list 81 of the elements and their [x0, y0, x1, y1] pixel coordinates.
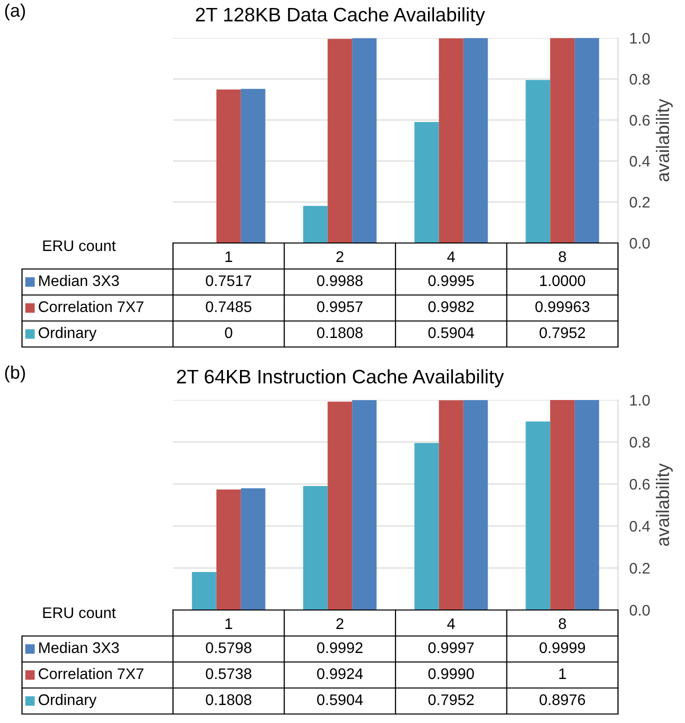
bar [526, 80, 550, 243]
y-tick-label: 0.0 [630, 238, 650, 249]
data-label: 1 [559, 668, 566, 679]
legend-label: Correlation 7X7 [38, 668, 144, 680]
legend-label: Ordinary [38, 326, 97, 342]
bar [328, 402, 352, 610]
bar [216, 490, 241, 610]
bar [438, 38, 464, 243]
data-label: 0.9990 [428, 668, 474, 680]
data-label: 0.5904 [317, 694, 363, 706]
data-label: 0.1808 [206, 694, 252, 706]
chart-title: 2T 64KB Instruction Cache Availability [177, 369, 504, 388]
data-label: 0.7952 [540, 327, 585, 338]
legend-label: Median 3X3 [39, 642, 119, 654]
bar [303, 486, 328, 610]
y-tick-label: 0.4 [630, 156, 650, 167]
data-label: 0.7517 [206, 275, 252, 286]
data-label: 0.1808 [317, 327, 363, 338]
x-axis-title: ERU count [43, 607, 116, 618]
x-tick-label: 4 [447, 251, 455, 262]
x-tick-label: 2 [336, 251, 344, 262]
legend-label: Median 3X3 [39, 274, 119, 286]
data-label: 0.9995 [428, 275, 474, 286]
bar [574, 38, 600, 243]
x-tick-label: 8 [558, 618, 566, 630]
legend-label: Correlation 7X7 [38, 300, 144, 312]
text: (b) [5, 366, 25, 382]
data-label: 0.9997 [428, 642, 474, 654]
y-tick-label: 1.0 [630, 394, 650, 406]
y-tick-label: 0.6 [630, 114, 650, 126]
bar [192, 572, 216, 610]
bar [526, 422, 550, 610]
bar [328, 38, 352, 243]
y-axis-title: availability [656, 98, 673, 182]
bar [240, 488, 266, 610]
data-label: 0.9957 [317, 301, 362, 312]
data-label: 0.9982 [428, 301, 474, 312]
data-label: 0.9999 [540, 642, 586, 654]
data-label: 0.5798 [206, 642, 252, 654]
y-tick-label: 0.2 [630, 196, 650, 208]
chart-title: 2T 128KB Data Cache Availability [196, 7, 486, 26]
x-tick-label: 1 [226, 618, 232, 629]
legend-label: Ordinary [38, 694, 97, 708]
bar [216, 90, 241, 243]
bar [463, 38, 488, 243]
y-tick-label: 0.8 [630, 74, 650, 85]
x-tick-label: 1 [226, 251, 232, 262]
y-tick-label: 0.4 [630, 520, 650, 532]
text: (a) [5, 4, 25, 20]
y-tick-label: 0.6 [630, 478, 650, 490]
bar [240, 88, 266, 243]
y-axis-title: availability [656, 463, 673, 546]
y-tick-label: 1.0 [630, 32, 650, 44]
x-tick-label: 4 [447, 618, 455, 629]
bar [303, 206, 328, 243]
data-label: 0.99963 [535, 301, 590, 312]
x-tick-label: 8 [558, 251, 566, 262]
bar [414, 122, 439, 243]
data-label: 0.7485 [206, 301, 252, 312]
data-label: 0.9992 [317, 642, 362, 654]
y-tick-label: 0.2 [630, 562, 650, 574]
data-label: 0.5738 [206, 668, 252, 680]
bar [463, 400, 488, 610]
bar [352, 400, 377, 610]
bar [438, 400, 464, 610]
y-tick-label: 0.8 [630, 436, 650, 448]
data-label: 0 [224, 327, 232, 338]
data-label: 0.9924 [317, 668, 363, 680]
data-label: 0.7952 [428, 694, 474, 706]
data-label: 0.5904 [428, 327, 474, 338]
data-label: 0.8976 [540, 694, 586, 706]
x-axis-title: ERU count [43, 240, 116, 252]
data-label: 0.9988 [317, 275, 363, 286]
x-tick-label: 2 [336, 618, 344, 629]
bar [352, 38, 377, 243]
y-tick-label: 0.0 [630, 604, 650, 616]
bar [550, 400, 575, 610]
bar [550, 38, 575, 243]
bar [414, 443, 439, 610]
bar [574, 400, 600, 610]
data-label: 1.0000 [540, 275, 586, 286]
